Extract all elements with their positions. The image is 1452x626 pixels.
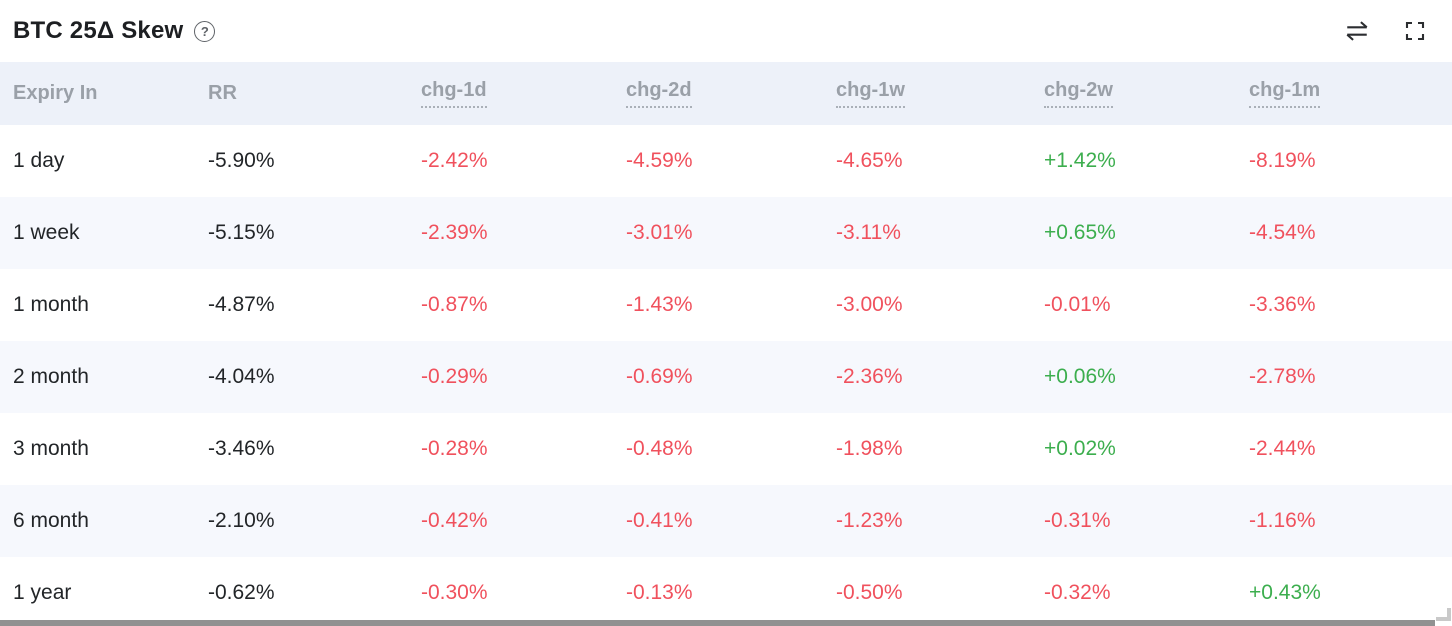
cell-chg_1m: -3.36% [1249,293,1316,316]
cell-chg_2d: -0.48% [626,437,693,460]
column-header-chg_2w: chg-2w [1044,79,1249,108]
column-header-chg_2d: chg-2d [626,79,836,108]
table-row-1-month: 1 month -4.87% -0.87% -1.43% -3.00% -0.01% -3.… [0,269,1452,341]
cell-expiry: 1 day [13,149,65,172]
table-row-3-month: 3 month -3.46% -0.28% -0.48% -1.98% +0.02% -2.… [0,413,1452,485]
cell-chg_1m: -1.16% [1249,509,1316,532]
fullscreen-button[interactable] [1402,18,1428,44]
cell-chg_1d: -0.28% [421,437,488,460]
table-row-1-week: 1 week -5.15% -2.39% -3.01% -3.11% +0.65% -4.5… [0,197,1452,269]
column-header-label-chg_1m[interactable]: chg-1m [1249,79,1321,108]
cell-chg_1d: -2.39% [421,221,488,244]
swap-horizontal-icon [1344,18,1370,44]
fullscreen-icon [1403,19,1427,43]
cell-expiry: 1 year [13,581,72,604]
cell-chg_1d: -0.87% [421,293,488,316]
cell-expiry: 2 month [13,365,89,388]
cell-expiry: 3 month [13,437,89,460]
cell-chg_1m: -2.78% [1249,365,1316,388]
cell-rr: -5.15% [208,221,275,244]
cell-chg_1w: -2.36% [836,365,903,388]
bottom-panel-edge [0,620,1435,626]
cell-chg_2w: +0.06% [1044,365,1116,388]
cell-chg_2d: -1.43% [626,293,693,316]
table-row-1-year: 1 year -0.62% -0.30% -0.13% -0.50% -0.32% +0.4… [0,557,1452,626]
column-header-label-chg_2w[interactable]: chg-2w [1044,79,1113,108]
cell-chg_1d: -0.30% [421,581,488,604]
widget-titlebar: BTC 25Δ Skew ? [0,0,1452,62]
help-icon[interactable]: ? [194,20,216,42]
cell-chg_1m: -2.44% [1249,437,1316,460]
column-header-chg_1w: chg-1w [836,79,1044,108]
cell-chg_2w: +0.02% [1044,437,1116,460]
column-header-rr: RR [208,82,421,105]
cell-chg_2d: -3.01% [626,221,693,244]
cell-chg_2d: -0.13% [626,581,693,604]
cell-rr: -2.10% [208,509,275,532]
cell-chg_1m: -8.19% [1249,149,1316,172]
cell-chg_2d: -4.59% [626,149,693,172]
cell-rr: -4.04% [208,365,275,388]
cell-chg_1m: -4.54% [1249,221,1316,244]
cell-chg_2w: -0.31% [1044,509,1111,532]
column-header-chg_1m: chg-1m [1249,79,1452,108]
cell-chg_1w: -0.50% [836,581,903,604]
cell-chg_1w: -1.23% [836,509,903,532]
column-header-label-chg_1w[interactable]: chg-1w [836,79,905,108]
cell-rr: -5.90% [208,149,275,172]
skew-table: Expiry In RR chg-1d chg-2d chg-1w chg-2w chg-1… [0,62,1452,626]
swap-axes-button[interactable] [1344,18,1370,44]
cell-chg_2w: -0.32% [1044,581,1111,604]
widget-title: BTC 25Δ Skew [13,17,184,44]
table-body: 1 day -5.90% -2.42% -4.59% -4.65% +1.42% -8.19… [0,125,1452,626]
table-row-1-day: 1 day -5.90% -2.42% -4.59% -4.65% +1.42% -8.19… [0,125,1452,197]
cell-chg_1d: -2.42% [421,149,488,172]
table-row-2-month: 2 month -4.04% -0.29% -0.69% -2.36% +0.06% -2.… [0,341,1452,413]
cell-expiry: 1 month [13,293,89,316]
cell-chg_2w: +1.42% [1044,149,1116,172]
cell-expiry: 1 week [13,221,80,244]
column-header-label-chg_1d[interactable]: chg-1d [421,79,487,108]
cell-chg_2d: -0.41% [626,509,693,532]
cell-chg_2w: -0.01% [1044,293,1111,316]
cell-chg_1w: -4.65% [836,149,903,172]
table-header-row: Expiry In RR chg-1d chg-2d chg-1w chg-2w chg-1… [0,62,1452,125]
cell-rr: -0.62% [208,581,275,604]
column-header-label-chg_2d[interactable]: chg-2d [626,79,692,108]
scroll-corner [1436,608,1451,621]
cell-chg_1w: -1.98% [836,437,903,460]
cell-expiry: 6 month [13,509,89,532]
column-header-label-expiry: Expiry In [13,82,98,104]
column-header-label-rr: RR [208,82,237,104]
column-header-chg_1d: chg-1d [421,79,626,108]
cell-chg_2w: +0.65% [1044,221,1116,244]
cell-chg_1w: -3.11% [836,221,901,244]
cell-rr: -4.87% [208,293,275,316]
cell-rr: -3.46% [208,437,275,460]
column-header-expiry: Expiry In [13,82,208,105]
cell-chg_1d: -0.42% [421,509,488,532]
cell-chg_1w: -3.00% [836,293,903,316]
cell-chg_1m: +0.43% [1249,581,1321,604]
cell-chg_2d: -0.69% [626,365,693,388]
cell-chg_1d: -0.29% [421,365,488,388]
table-row-6-month: 6 month -2.10% -0.42% -0.41% -1.23% -0.31% -1.… [0,485,1452,557]
